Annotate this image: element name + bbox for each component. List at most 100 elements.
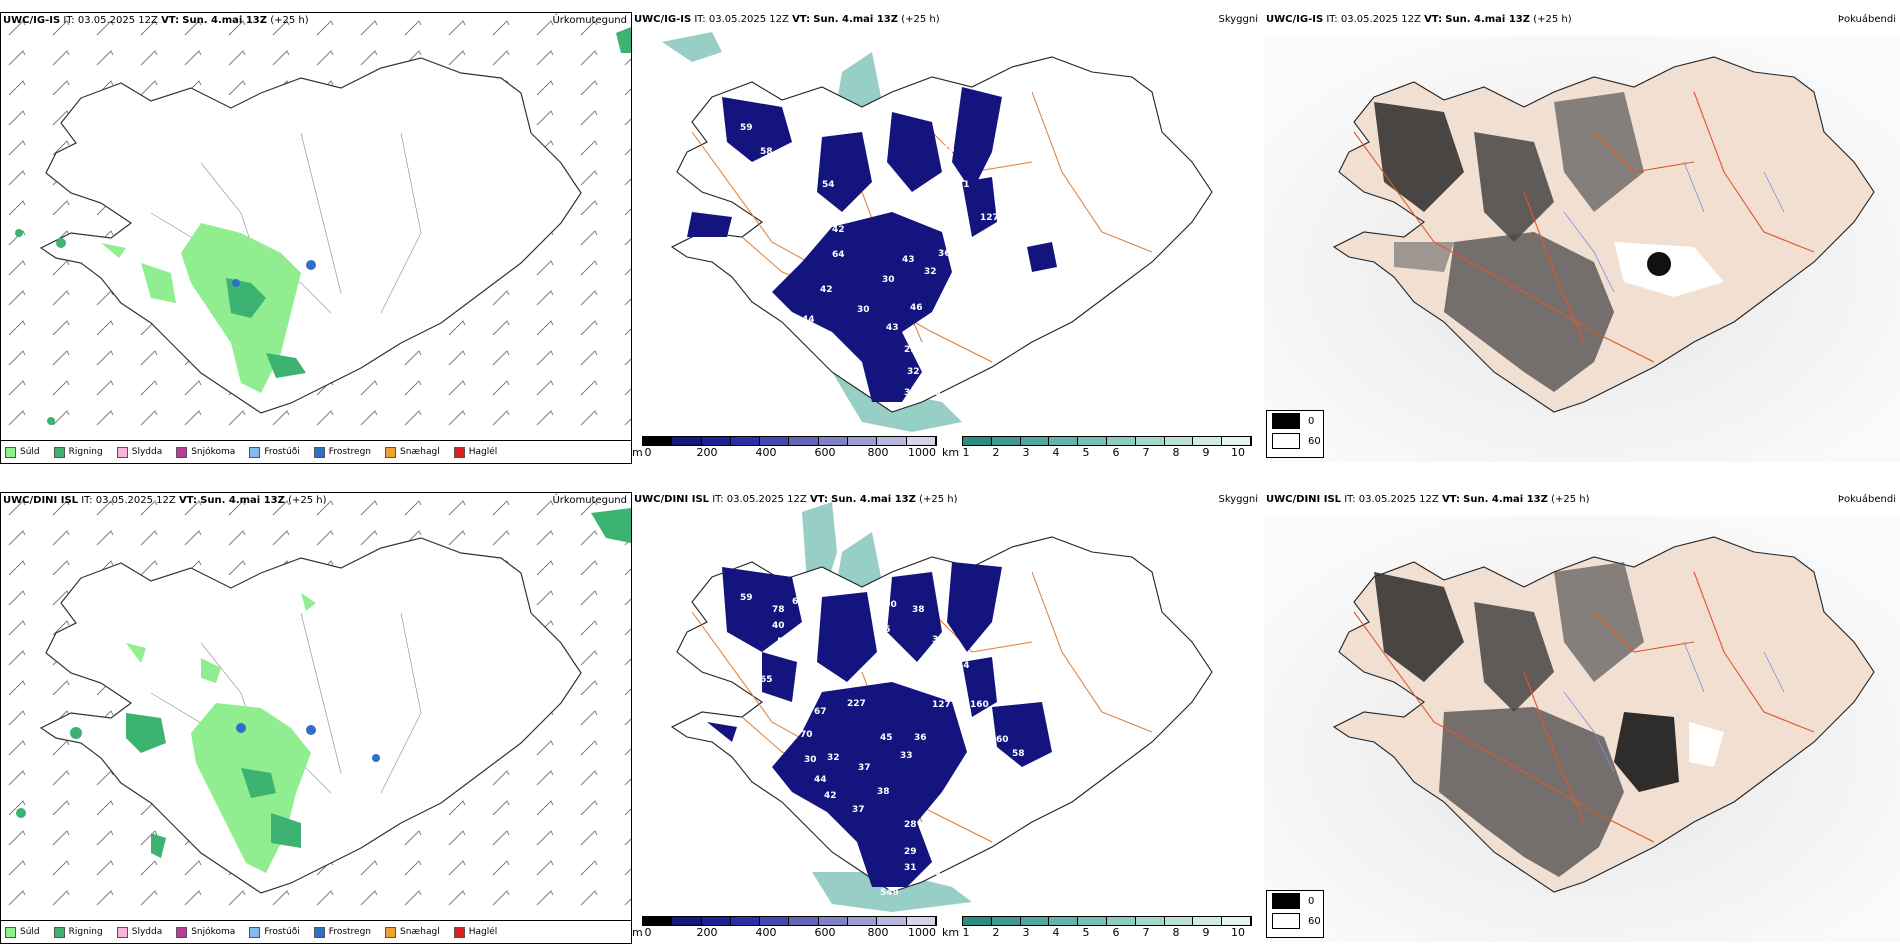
vt-value: Sun. 4.mai 13Z xyxy=(1463,494,1548,505)
legend-item: Frostúði xyxy=(249,926,300,938)
lead-time: (+25 h) xyxy=(901,14,940,25)
ceiling-colorbar: m 0 200 400 600 800 1000 xyxy=(632,436,937,462)
legend-swatch xyxy=(176,926,188,938)
ceiling-value: 127 xyxy=(932,700,951,710)
it-label: IT: xyxy=(1344,494,1356,505)
ceiling-tick: 800 xyxy=(867,446,889,459)
panel-header: UWC/DINI ISL IT: 03.05.2025 12Z VT: Sun.… xyxy=(1266,494,1590,505)
model-name: UWC/IG-IS xyxy=(1266,14,1324,25)
visibility-tick: 4 xyxy=(1052,446,1060,459)
fog-map-bottom xyxy=(1264,516,1900,942)
fog-legend-row: 60 xyxy=(1267,911,1323,931)
legend-item: Snæhagl xyxy=(385,926,440,938)
fog-legend: 0 60 xyxy=(1266,410,1324,458)
visibility-tick: 2 xyxy=(992,926,1000,939)
visibility-tick: 9 xyxy=(1202,926,1210,939)
ceiling-value: 36 xyxy=(938,249,951,259)
legend-swatch xyxy=(313,446,325,458)
ceiling-value: 30 xyxy=(882,275,895,285)
legend-item: Haglél xyxy=(453,926,497,938)
vt-label: VT: xyxy=(161,15,180,26)
legend-swatch xyxy=(116,926,128,938)
panel-header: UWC/DINI ISL IT: 03.05.2025 12Z VT: Sun.… xyxy=(3,495,327,506)
panel-header: UWC/IG-IS IT: 03.05.2025 12Z VT: Sun. 4.… xyxy=(3,15,309,26)
legend-swatch xyxy=(453,446,465,458)
visibility-tick: 5 xyxy=(1082,926,1090,939)
cloud-ceiling-area xyxy=(687,87,1057,402)
lead-time: (+25 h) xyxy=(1533,14,1572,25)
ceiling-value: 54 xyxy=(822,180,835,190)
vt-label: VT: xyxy=(1424,14,1443,25)
legend-item: Rigning xyxy=(53,446,103,458)
ceiling-value: 67 xyxy=(814,707,827,717)
ceiling-colorbar-boxes xyxy=(642,436,937,446)
ceiling-map-top: 59 58 70 54 42 64 43 30 32 36 42 30 46 4… xyxy=(662,32,1213,432)
it-label: IT: xyxy=(712,494,724,505)
ceiling-value: 30 xyxy=(928,868,941,878)
panel-corner-title: Þokuábendi xyxy=(1837,494,1896,505)
precip-type-panel-bottom: UWC/DINI ISL IT: 03.05.2025 12Z VT: Sun.… xyxy=(0,492,632,944)
ceiling-map-bottom: 59 78 67 40 54 65 47 67 227 70 30 32 45 … xyxy=(670,502,1213,912)
legend-label: Snjókoma xyxy=(191,447,236,457)
fog-dark-area xyxy=(1374,92,1724,392)
ceiling-value: 227 xyxy=(847,699,866,709)
fog-dark-area xyxy=(1374,562,1724,877)
vt-value: Sun. 4.mai 13Z xyxy=(200,495,285,506)
lead-time: (+25 h) xyxy=(1551,494,1590,505)
ceiling-value: 13 xyxy=(810,333,823,343)
vt-label: VT: xyxy=(1441,494,1460,505)
ceiling-value: 59 xyxy=(740,593,753,603)
precip-freezing-rain-area xyxy=(236,723,380,762)
ceiling-unit: m xyxy=(632,926,643,939)
visibility-colorbar: km 1 2 3 4 5 6 7 8 9 10 xyxy=(942,916,1252,942)
visibility-tick: 5 xyxy=(1082,446,1090,459)
legend-label: Slydda xyxy=(131,927,163,937)
legend-swatch xyxy=(5,446,16,458)
ceiling-value: 30 xyxy=(904,388,917,398)
ceiling-value: 160 xyxy=(970,700,989,710)
ceiling-tick: 600 xyxy=(814,926,836,939)
legend-swatch xyxy=(53,446,65,458)
precip-map-bottom xyxy=(1,493,631,918)
visibility-tick: 4 xyxy=(1052,926,1060,939)
ceiling-tick: 0 xyxy=(644,926,652,939)
legend-label: Frostregn xyxy=(328,927,372,937)
ceiling-value: 30 xyxy=(804,755,817,765)
legend-item: Haglél xyxy=(453,446,497,458)
visibility-unit: km xyxy=(942,446,960,459)
model-name: UWC/IG-IS xyxy=(3,15,61,26)
legend-label: Snæhagl xyxy=(400,927,440,937)
ceiling-tick: 200 xyxy=(696,926,718,939)
legend-swatch xyxy=(385,446,397,458)
ceiling-value: 45 xyxy=(880,733,893,743)
ceiling-value: 56 xyxy=(1012,265,1025,275)
ceiling-visibility-panel-top: 59 58 70 54 42 64 43 30 32 36 42 30 46 4… xyxy=(632,12,1262,462)
ceiling-value: 29 xyxy=(904,345,917,355)
legend-label: Súld xyxy=(20,447,40,457)
ceiling-value: 64 xyxy=(832,250,845,260)
vt-value: Sun. 4.mai 13Z xyxy=(1445,14,1530,25)
panel-corner-title: Þokuábendi xyxy=(1837,14,1896,25)
ceiling-value: 43 xyxy=(886,323,899,333)
legend-swatch xyxy=(53,926,65,938)
panel-header: UWC/IG-IS IT: 03.05.2025 12Z VT: Sun. 4.… xyxy=(634,14,940,25)
ceiling-value: 58 xyxy=(1012,749,1025,759)
lead-time: (+25 h) xyxy=(919,494,958,505)
visibility-tick: 1 xyxy=(962,926,970,939)
ceiling-value: 28 xyxy=(904,820,917,830)
visibility-tick: 8 xyxy=(1172,926,1180,939)
cloud-ceiling-area xyxy=(707,562,1052,887)
legend-swatch xyxy=(249,446,261,458)
ceiling-value: 33 xyxy=(702,243,715,253)
precip-type-panel-top: UWC/IG-IS IT: 03.05.2025 12Z VT: Sun. 4.… xyxy=(0,12,632,464)
vt-label: VT: xyxy=(792,14,811,25)
vt-label: VT: xyxy=(809,494,828,505)
visibility-unit: km xyxy=(942,926,960,939)
ceiling-visibility-panel-bottom: 59 78 67 40 54 65 47 67 227 70 30 32 45 … xyxy=(632,492,1262,942)
it-label: IT: xyxy=(1326,14,1338,25)
ceiling-value: 54 xyxy=(777,637,790,647)
ceiling-value-labels: 59 58 70 54 42 64 43 30 32 36 42 30 46 4… xyxy=(702,123,1025,417)
visibility-tick: 7 xyxy=(1142,926,1150,939)
panel-corner-title: Úrkomutegund xyxy=(552,15,627,26)
ceiling-tick: 1000 xyxy=(908,446,936,459)
